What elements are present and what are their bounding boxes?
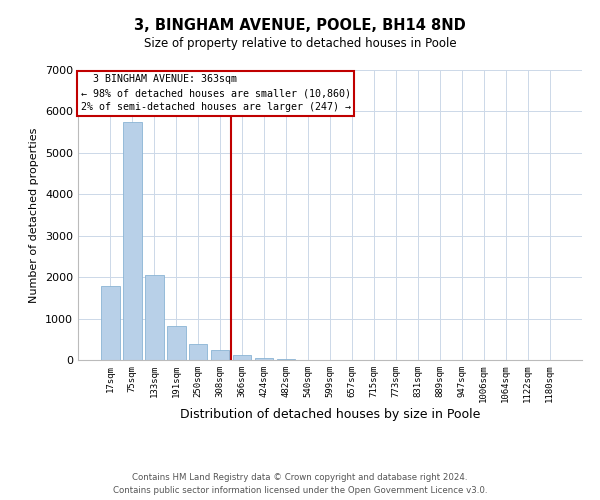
- Text: Contains public sector information licensed under the Open Government Licence v3: Contains public sector information licen…: [113, 486, 487, 495]
- Bar: [123, 122, 142, 360]
- Bar: [101, 286, 119, 360]
- Text: Contains HM Land Registry data © Crown copyright and database right 2024.: Contains HM Land Registry data © Crown c…: [132, 472, 468, 482]
- Bar: [167, 326, 185, 360]
- Bar: [277, 359, 295, 360]
- Text: 3 BINGHAM AVENUE: 363sqm
← 98% of detached houses are smaller (10,860)
2% of sem: 3 BINGHAM AVENUE: 363sqm ← 98% of detach…: [80, 74, 350, 112]
- Bar: [189, 344, 208, 360]
- Text: Size of property relative to detached houses in Poole: Size of property relative to detached ho…: [143, 38, 457, 51]
- Text: 3, BINGHAM AVENUE, POOLE, BH14 8ND: 3, BINGHAM AVENUE, POOLE, BH14 8ND: [134, 18, 466, 32]
- Y-axis label: Number of detached properties: Number of detached properties: [29, 128, 40, 302]
- Bar: [211, 350, 229, 360]
- Bar: [233, 356, 251, 360]
- Bar: [145, 275, 164, 360]
- Bar: [255, 358, 274, 360]
- X-axis label: Distribution of detached houses by size in Poole: Distribution of detached houses by size …: [180, 408, 480, 421]
